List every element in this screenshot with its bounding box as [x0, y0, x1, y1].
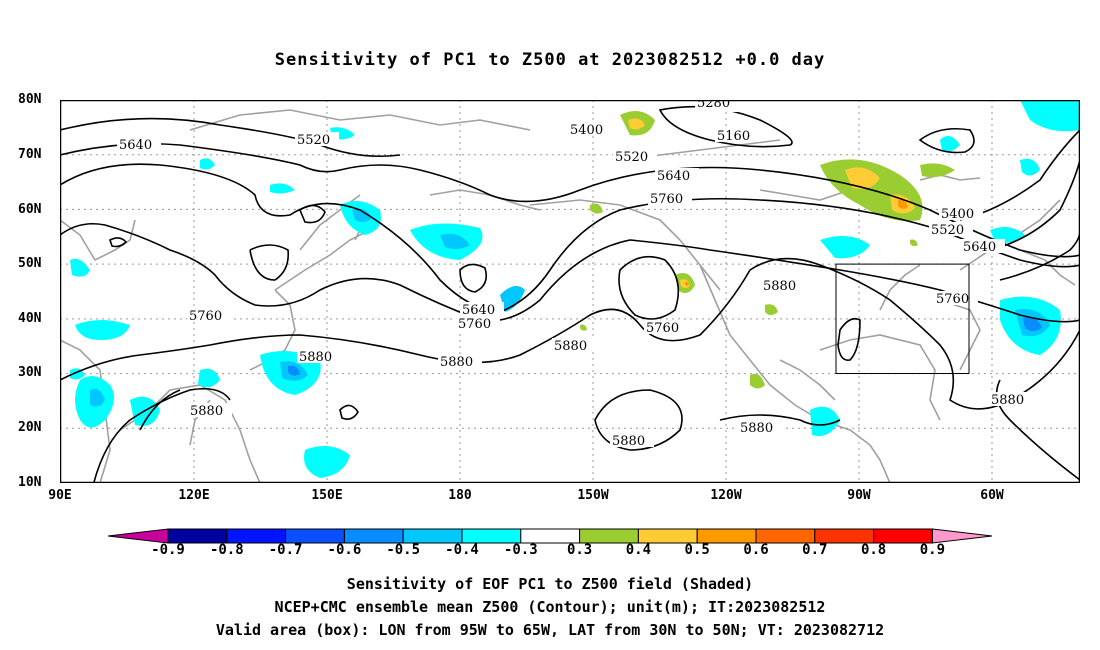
colorbar-bin-8	[579, 528, 639, 544]
colorbar-label: 0.6	[743, 542, 769, 558]
colorbar-bin-5	[402, 528, 463, 544]
lat-label-60n: 60N	[18, 202, 42, 217]
contour-label-5880-g: 5880	[740, 421, 773, 436]
caption-valid-area: Valid area (box): LON from 95W to 65W, L…	[215, 621, 885, 639]
colorbar-bin-13	[873, 528, 933, 544]
negative-sensitivity-shading	[70, 100, 1080, 478]
lon-label-120e: 120E	[178, 488, 210, 503]
contour-label-5520-b: 5520	[615, 150, 648, 165]
colorbar-label: 0.3	[566, 542, 593, 558]
colorbar-bin-9	[637, 528, 698, 544]
colorbar-high-extension	[931, 528, 993, 544]
lat-label-40n: 40N	[18, 311, 42, 326]
gridlines	[60, 100, 1080, 483]
figure-title: Sensitivity of PC1 to Z500 at 2023082512…	[274, 50, 826, 70]
contour-label-5400-b: 5400	[941, 207, 974, 222]
colorbar-bin-1	[167, 528, 228, 544]
contour-label-5640-a: 5640	[119, 138, 152, 153]
colorbar-bin-10	[696, 528, 757, 544]
colorbar-label: 0.7	[802, 542, 828, 558]
caption-contour: NCEP+CMC ensemble mean Z500 (Contour); u…	[274, 598, 826, 616]
lat-label-10n: 10N	[18, 475, 42, 490]
map-plot: 5280 5160 5400 5520 5640 5520 5640 5760 …	[60, 100, 1080, 483]
colorbar-label: -0.9	[151, 542, 185, 558]
lon-label-150e: 150E	[311, 488, 343, 503]
lon-label-150w: 150W	[577, 488, 609, 503]
contour-label-5880-b: 5880	[440, 355, 473, 370]
lon-label-90w: 90W	[847, 488, 871, 503]
colorbar-bin-11	[755, 528, 816, 544]
map-frame	[60, 100, 1080, 483]
contour-label-5160: 5160	[717, 129, 750, 144]
contour-label-5880-e: 5880	[190, 404, 223, 419]
colorbar-label: 0.8	[860, 542, 887, 558]
colorbar-label: 0.9	[919, 542, 946, 558]
colorbar-label: 0.4	[625, 542, 652, 558]
colorbar	[108, 528, 993, 544]
contour-label-5640-d: 5640	[462, 303, 495, 318]
contour-label-5760-c: 5760	[189, 309, 222, 324]
contour-label-5520-c: 5520	[931, 223, 964, 238]
contour-label-5880-d: 5880	[763, 279, 796, 294]
lon-label-60w: 60W	[980, 488, 1004, 503]
contour-label-5880-h: 5880	[991, 393, 1024, 408]
contour-label-5760-d: 5760	[458, 317, 491, 332]
contour-label-5880-f: 5880	[612, 434, 645, 449]
lat-label-30n: 30N	[18, 365, 42, 380]
colorbar-label: -0.7	[268, 542, 303, 558]
lon-label-180: 180	[448, 488, 472, 503]
colorbar-label: -0.4	[445, 542, 479, 558]
colorbar-bin-7	[520, 528, 581, 544]
lon-label-90e: 90E	[48, 488, 72, 503]
colorbar-label: -0.3	[503, 542, 538, 558]
colorbar-label: -0.6	[327, 542, 362, 558]
colorbar-label: -0.8	[209, 542, 244, 558]
colorbar-bin-2	[226, 528, 287, 544]
contour-label-5760-e: 5760	[646, 321, 679, 336]
contour-label-5520-a: 5520	[297, 133, 330, 148]
lat-label-70n: 70N	[18, 147, 42, 162]
contour-label-5760-b: 5760	[936, 292, 969, 307]
colorbar-bin-12	[814, 528, 875, 544]
colorbar-label: 0.5	[684, 542, 710, 558]
contour-label-5640-b: 5640	[657, 169, 690, 184]
contour-label-5640-c: 5640	[963, 240, 996, 255]
contour-labels: 5280 5160 5400 5520 5640 5520 5640 5760 …	[117, 100, 1033, 449]
valid-area-box	[835, 263, 970, 375]
lat-label-80n: 80N	[18, 92, 42, 107]
contour-label-5880-c: 5880	[554, 339, 587, 354]
colorbar-bin-3	[285, 528, 345, 544]
lon-label-120w: 120W	[710, 488, 742, 503]
lat-label-20n: 20N	[18, 420, 42, 435]
colorbar-bin-6	[461, 528, 522, 544]
contour-label-5760-a: 5760	[650, 192, 683, 207]
contour-label-5280: 5280	[697, 100, 730, 111]
colorbar-low-extension	[108, 528, 169, 544]
lat-label-50n: 50N	[18, 256, 42, 271]
colorbar-label: -0.5	[386, 542, 421, 558]
colorbar-bin-4	[343, 528, 404, 544]
contour-label-5400-a: 5400	[570, 123, 603, 138]
contour-label-5880-a: 5880	[299, 350, 332, 365]
caption-shading: Sensitivity of EOF PC1 to Z500 field (Sh…	[346, 575, 754, 593]
